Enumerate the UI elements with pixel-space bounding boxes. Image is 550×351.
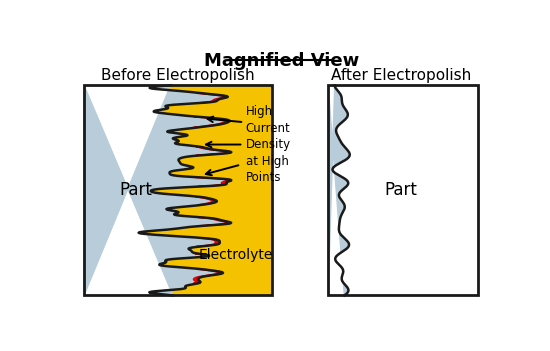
Text: Magnified View: Magnified View (204, 52, 360, 70)
Polygon shape (197, 218, 231, 226)
Polygon shape (333, 85, 478, 296)
Bar (84, 85, 272, 296)
Bar (328, 85, 478, 296)
Polygon shape (195, 254, 209, 257)
Text: After Electropolish: After Electropolish (331, 67, 471, 82)
Polygon shape (196, 93, 228, 102)
Text: Before Electropolish: Before Electropolish (101, 67, 255, 82)
Polygon shape (84, 85, 232, 296)
Polygon shape (196, 197, 217, 205)
Polygon shape (196, 238, 220, 246)
Polygon shape (194, 269, 223, 283)
Text: Part: Part (385, 181, 417, 199)
Text: High
Current
Density
at High
Points: High Current Density at High Points (246, 105, 291, 184)
Text: Part: Part (119, 181, 152, 199)
Polygon shape (328, 85, 350, 296)
Polygon shape (196, 147, 232, 155)
Text: Electrolyte: Electrolyte (199, 248, 273, 261)
Polygon shape (195, 178, 231, 186)
Polygon shape (139, 85, 272, 296)
Polygon shape (194, 117, 229, 127)
